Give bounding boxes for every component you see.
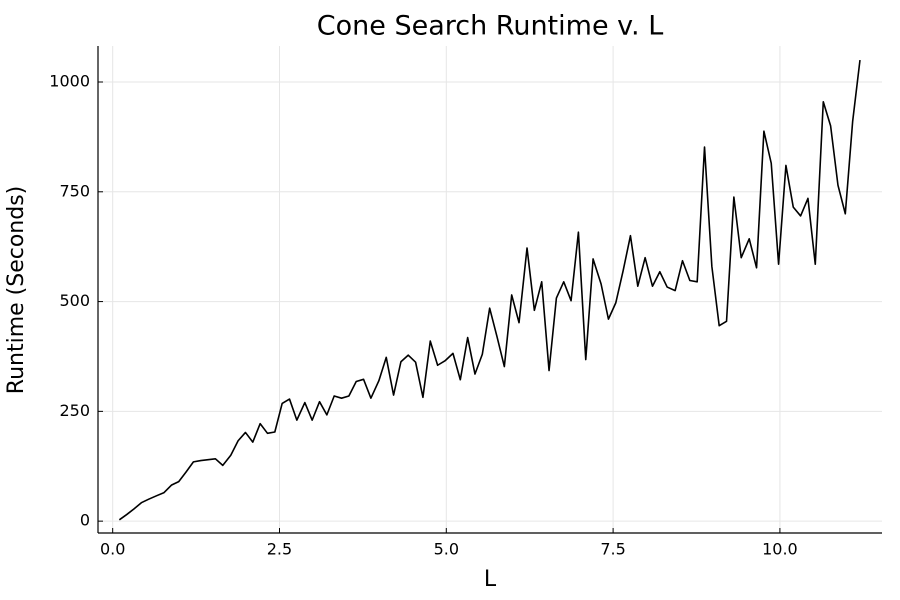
x-tick-label: 5.0: [434, 540, 459, 559]
y-tick-label: 250: [59, 401, 90, 420]
y-tick-label: 1000: [49, 72, 90, 91]
y-tick-label: 500: [59, 291, 90, 310]
x-tick-label: 10.0: [762, 540, 798, 559]
x-tick-label: 0.0: [100, 540, 125, 559]
y-axis-label: Runtime (Seconds): [4, 186, 29, 394]
x-tick-label: 7.5: [600, 540, 625, 559]
y-tick-label: 750: [59, 181, 90, 200]
x-tick-label: 2.5: [267, 540, 292, 559]
chart-title: Cone Search Runtime v. L: [317, 11, 663, 42]
x-axis-label: L: [484, 567, 497, 592]
y-tick-label: 0: [80, 511, 90, 530]
data-line: [118, 59, 861, 521]
